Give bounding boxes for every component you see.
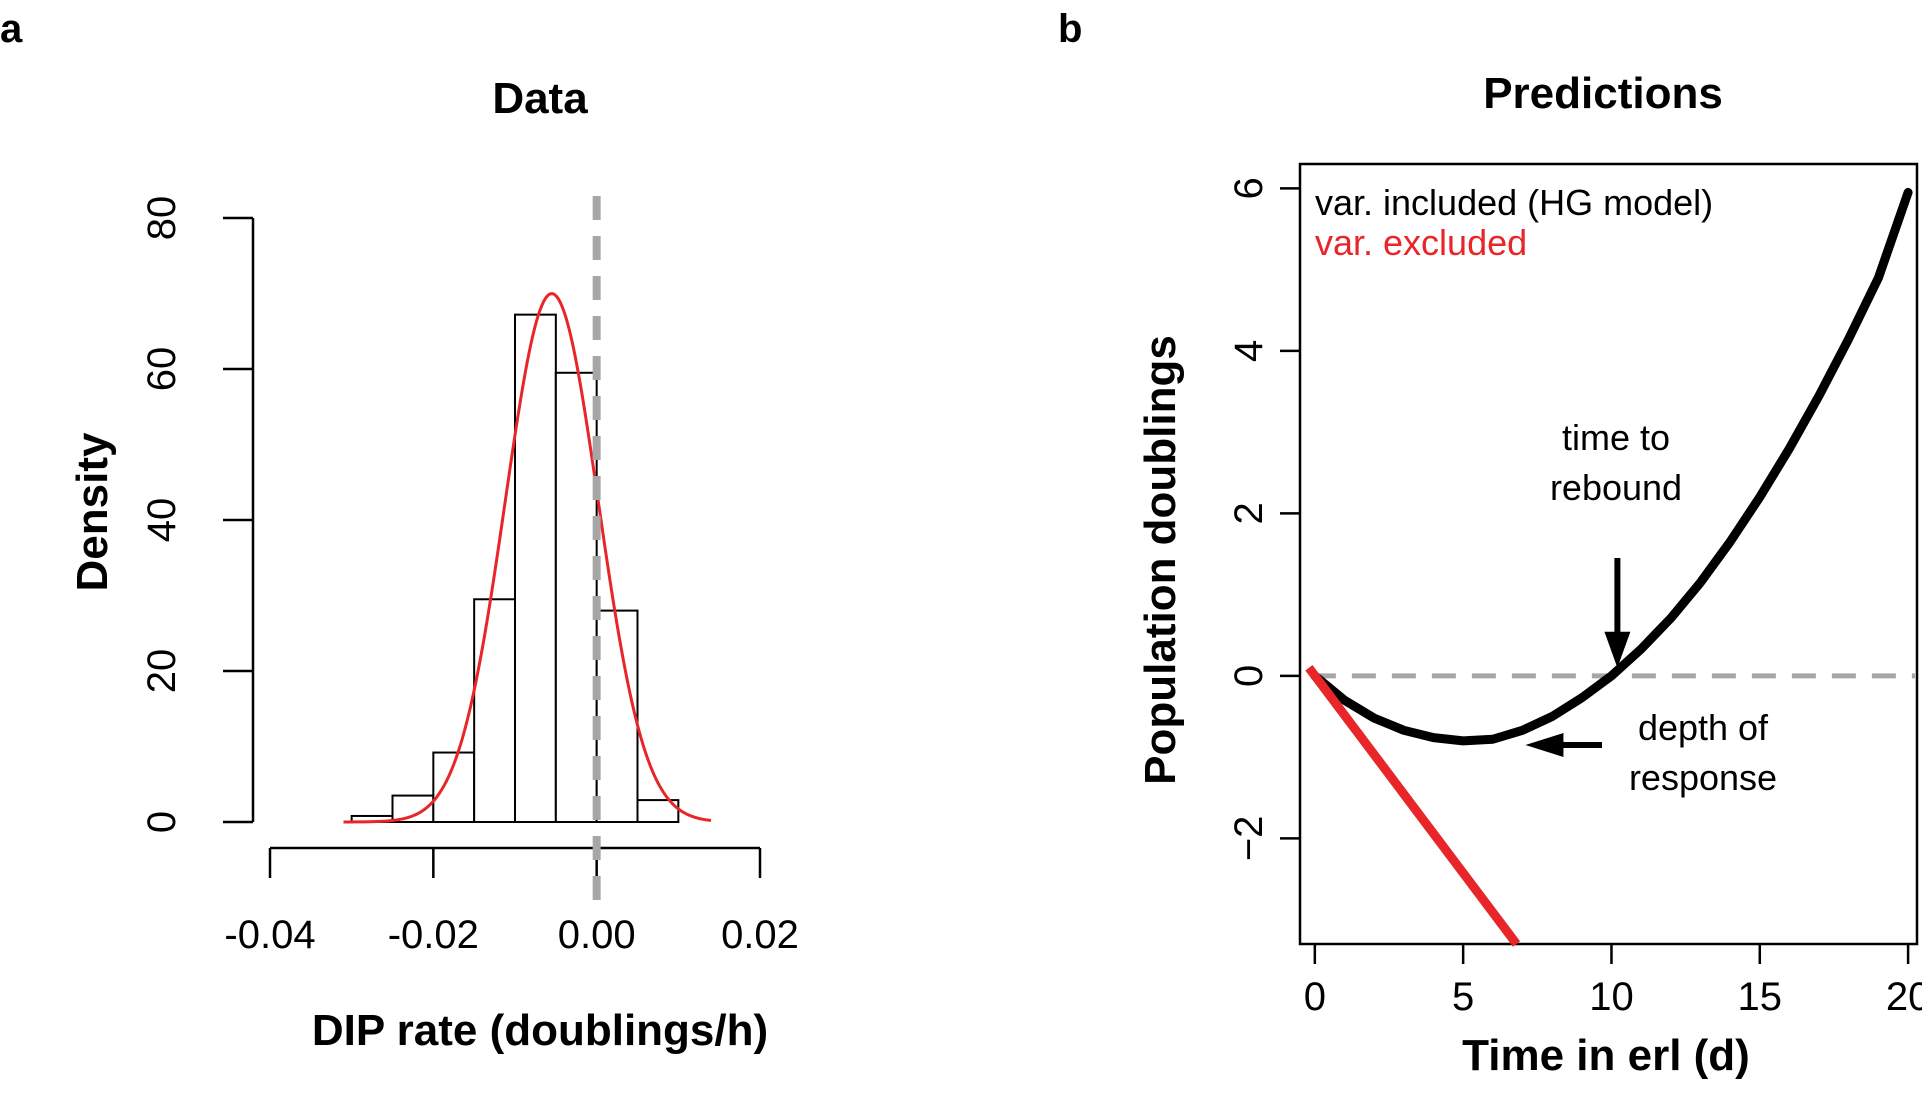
x-tick-label-b: 10 <box>1589 975 1634 1019</box>
histogram-bar <box>595 609 639 823</box>
y-tick-label-b: 2 <box>1227 502 1271 524</box>
panel-label-b: b <box>1058 7 1082 51</box>
x-tick-label-b: 5 <box>1452 975 1474 1019</box>
x-tick-label-b: 15 <box>1738 975 1783 1019</box>
x-tick-label-a: -0.04 <box>224 913 315 957</box>
arrow-depth-head <box>1525 732 1564 757</box>
legend-entry-excluded: var. excluded <box>1315 222 1527 263</box>
predictions-panel: Predictions Time in erl (d) Population d… <box>1136 69 1922 1080</box>
series-line-excluded <box>1305 665 1521 947</box>
series-group <box>1305 187 1913 947</box>
x-tick-label-a: 0.00 <box>558 913 636 957</box>
y-axis-title-a: Density <box>68 432 117 591</box>
annotations: time to rebound depth of response <box>1525 417 1777 798</box>
annotation-rebound-line1: time to <box>1562 417 1670 458</box>
legend-entry-included: var. included (HG model) <box>1315 182 1713 223</box>
x-tick-label-b: 0 <box>1304 975 1326 1019</box>
histogram-bar <box>636 799 680 823</box>
y-tick-label-a: 80 <box>140 196 184 241</box>
axes-b: 0 5 10 15 20 −2 0 2 4 6 <box>1227 177 1922 1019</box>
plot-box-b <box>1298 162 1919 946</box>
normal-fit-curve <box>343 292 712 824</box>
chart-title-b: Predictions <box>1483 69 1723 118</box>
y-tick-label-a: 40 <box>140 498 184 543</box>
chart-title-a: Data <box>492 74 588 123</box>
y-tick-label-a: 60 <box>140 347 184 392</box>
normal-fit-curve-group <box>343 292 712 824</box>
panel-label-a: a <box>0 7 23 51</box>
series-line-included <box>1310 187 1913 746</box>
x-axis-title-a: DIP rate (doublings/h) <box>312 1006 768 1055</box>
histogram-bar <box>432 751 476 823</box>
arrow-rebound-head <box>1604 631 1631 668</box>
histogram-bar <box>473 598 516 824</box>
annotation-depth-line2: response <box>1629 757 1777 798</box>
annotation-arrows <box>1525 558 1631 757</box>
x-tick-label-b: 20 <box>1886 975 1922 1019</box>
y-tick-label-b: 0 <box>1227 665 1271 687</box>
annotation-rebound-line2: rebound <box>1550 467 1682 508</box>
y-tick-label-b: 6 <box>1227 177 1271 199</box>
y-tick-label-b: −2 <box>1227 816 1271 862</box>
histogram-panel: Data DIP rate (doublings/h) Density -0.0… <box>68 74 799 1055</box>
y-tick-label-a: 20 <box>140 649 184 694</box>
y-tick-label-b: 4 <box>1227 340 1271 362</box>
annotation-depth-line1: depth of <box>1638 707 1769 748</box>
histogram-bars <box>350 313 680 824</box>
y-tick-label-a: 0 <box>140 811 184 833</box>
axes-a: -0.04 -0.02 0.00 0.02 0 20 40 60 80 <box>140 196 799 957</box>
y-axis-title-b: Population doublings <box>1136 335 1185 785</box>
x-tick-label-a: 0.02 <box>721 913 799 957</box>
legend: var. included (HG model) var. excluded <box>1315 182 1713 263</box>
x-axis-title-b: Time in erl (d) <box>1462 1031 1750 1080</box>
x-tick-label-a: -0.02 <box>388 913 479 957</box>
